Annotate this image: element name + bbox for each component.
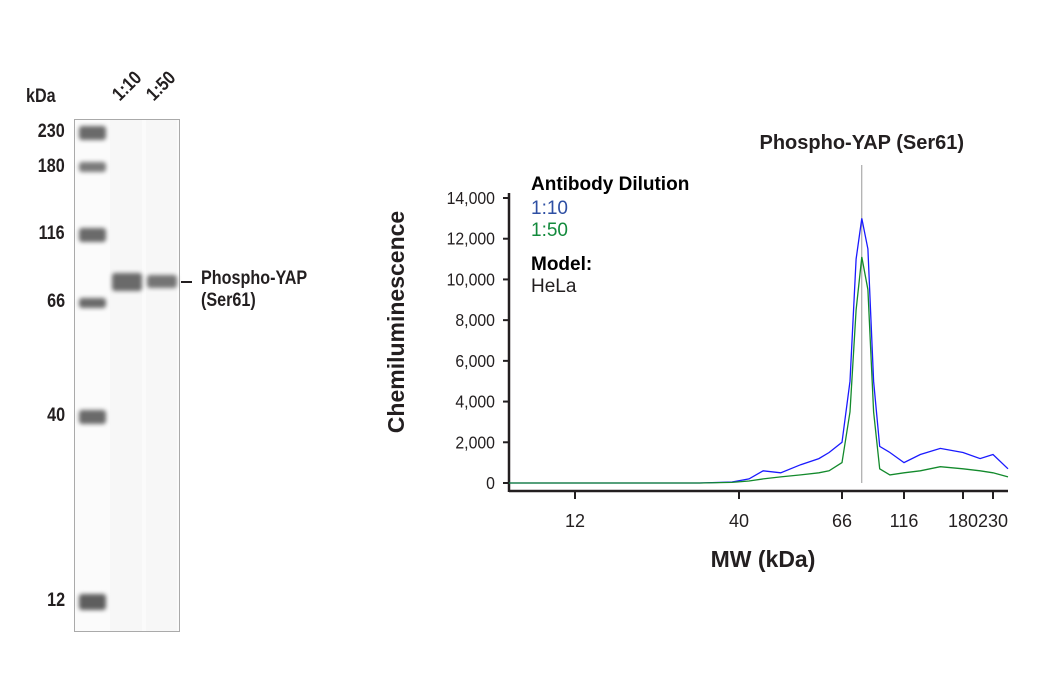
marker-label: 66: [47, 291, 65, 312]
y-tick-label: 14,000: [447, 188, 495, 208]
y-tick-label: 8,000: [455, 310, 495, 330]
marker-label: 116: [38, 223, 65, 244]
y-tick-label: 12,000: [447, 229, 495, 249]
kda-label: kDa: [26, 86, 56, 107]
ladder-band: [79, 410, 106, 424]
x-tick-label: 40: [729, 511, 749, 531]
chart-area: 0 2,000 4,000 6,000 8,000 10,000 12,000 14,000 1…: [383, 132, 1009, 572]
y-tick-label: 4,000: [455, 392, 495, 412]
series-line-1-50: [509, 256, 1009, 484]
marker-label: 12: [47, 590, 65, 611]
ladder-band: [79, 126, 106, 140]
legend-item-1-10: 1:10: [531, 198, 568, 219]
legend-item-1-50: 1:50: [531, 220, 568, 241]
y-axis-label: Chemiluminescence: [383, 211, 409, 433]
y-tick-label: 2,000: [455, 432, 495, 452]
blot-image: [74, 119, 180, 632]
marker-label: 40: [47, 405, 65, 426]
chart-title: Phospho-YAP (Ser61): [760, 132, 965, 154]
x-tick-label: 116: [890, 511, 919, 531]
band-pointer-line: [181, 281, 192, 283]
ladder-band: [79, 162, 106, 172]
x-tick-label: 12: [565, 511, 585, 531]
x-tick-label: 180: [948, 511, 978, 531]
band-1-50: [147, 275, 177, 288]
ladder-band: [79, 228, 106, 242]
ladder-band: [79, 594, 106, 610]
legend-model-value: HeLa: [531, 276, 577, 297]
legend-title: Antibody Dilution: [531, 174, 689, 195]
series-line-1-10: [509, 218, 1009, 484]
y-tick-label: 6,000: [455, 351, 495, 371]
band-label: Phospho-YAP (Ser61): [201, 268, 307, 312]
ladder-band: [79, 298, 106, 308]
x-tick-label: 230: [978, 511, 1008, 531]
band-label-line1: Phospho-YAP: [201, 268, 308, 289]
lane-1-50: [146, 120, 177, 631]
legend-model-title: Model:: [531, 254, 592, 275]
y-tick-label: 0: [486, 473, 495, 493]
x-tick-label: 66: [832, 511, 852, 531]
x-axis-label: MW (kDa): [711, 546, 816, 572]
marker-label: 180: [38, 156, 65, 177]
band-label-line2: (Ser61): [201, 290, 256, 311]
marker-label: 230: [38, 121, 65, 142]
lane-1-10: [110, 120, 142, 631]
band-1-10: [112, 273, 142, 291]
y-tick-label: 10,000: [447, 270, 495, 290]
